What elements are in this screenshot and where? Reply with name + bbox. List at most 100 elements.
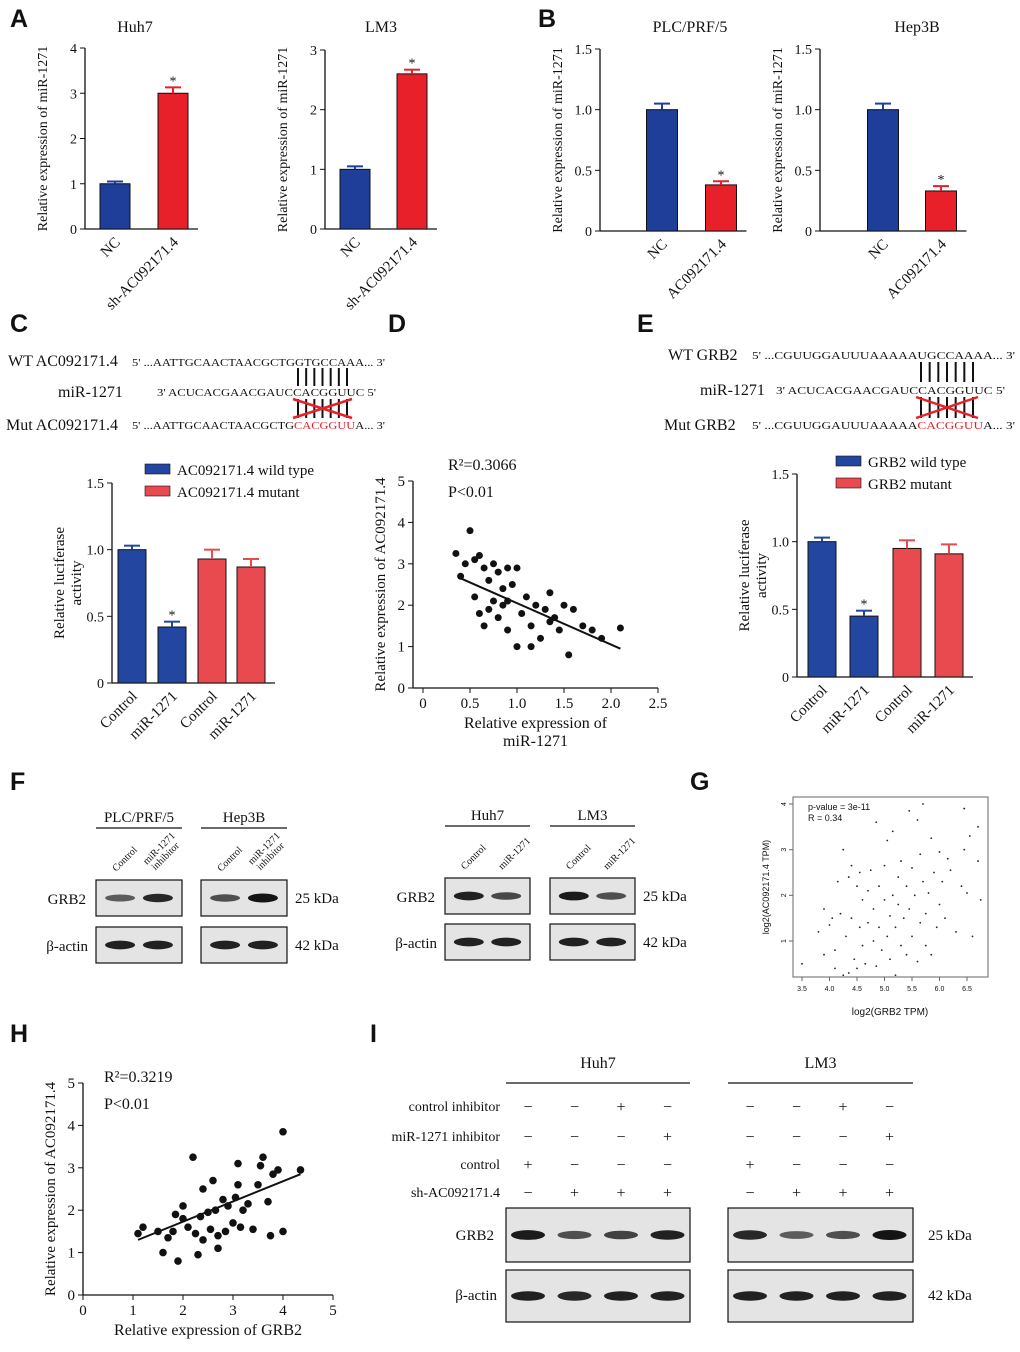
panel-label-d: D xyxy=(388,310,406,338)
data-point xyxy=(979,899,982,901)
data-point xyxy=(955,930,957,933)
y-tick-label: 2 xyxy=(398,598,406,614)
y-tick-label: 1.5 xyxy=(87,477,105,492)
protein-band xyxy=(604,1230,638,1240)
y-tick-label: 0 xyxy=(398,681,406,697)
data-point xyxy=(963,807,966,810)
mut-sequence: 5' ...CGUUGGAUUUAAAAA CACGGUU A... 3' xyxy=(752,420,1015,432)
bar xyxy=(892,547,922,678)
data-point xyxy=(933,871,935,874)
data-point xyxy=(960,885,963,888)
data-point xyxy=(229,1219,237,1227)
cell-line-label: LM3 xyxy=(578,808,608,824)
data-point xyxy=(908,809,911,812)
regression-line xyxy=(460,577,621,650)
wt-sequence: 5' ...CGUUGGAUUUAAAAAUGCCAAAA... 3' xyxy=(752,350,1015,362)
protein-band xyxy=(247,893,278,903)
data-point xyxy=(191,1229,200,1238)
regression-line xyxy=(137,1173,301,1241)
data-point xyxy=(817,930,820,933)
condition-sign: − xyxy=(885,1099,894,1116)
protein-band xyxy=(872,1230,907,1240)
cell-line-label: Huh7 xyxy=(471,808,505,824)
x-tick-label: 1.5 xyxy=(555,696,574,712)
bar xyxy=(339,168,371,230)
y-tick-label: 4 xyxy=(398,515,406,531)
y-tick-label: 3 xyxy=(70,87,77,102)
protein-band xyxy=(596,892,627,900)
y-axis-label: log2(AC092171.4 TPM) xyxy=(761,840,771,934)
data-point xyxy=(872,940,875,942)
x-axis-label: Relative expression of xyxy=(464,715,608,732)
data-point xyxy=(946,857,949,860)
y-tick-label: 0 xyxy=(782,671,789,686)
condition-sign: + xyxy=(885,1185,894,1202)
protein-band xyxy=(779,1231,814,1239)
x-axis-label: Relative expression of GRB2 xyxy=(114,1322,302,1339)
data-point xyxy=(513,564,521,572)
data-point xyxy=(499,601,507,609)
data-point xyxy=(834,949,836,952)
condition-sign: + xyxy=(523,1157,532,1174)
data-point xyxy=(880,949,883,952)
y-tick-label: 0 xyxy=(97,677,104,692)
x-axis-label-line2: miR-1271 xyxy=(503,733,568,750)
x-tick-label: 5.5 xyxy=(907,986,917,993)
data-point xyxy=(924,944,927,947)
y-tick-label: 1 xyxy=(398,640,406,656)
data-point xyxy=(861,944,864,947)
panel-label-b: B xyxy=(538,5,556,33)
condition-label: sh-AC092171.4 xyxy=(411,1186,500,1201)
y-axis-label: Relative expression of AC092171.4 xyxy=(43,1081,59,1296)
protein-band xyxy=(142,940,173,950)
condition-sign: − xyxy=(838,1129,847,1146)
condition-sign: − xyxy=(570,1099,579,1116)
data-point xyxy=(845,935,847,938)
data-point xyxy=(861,899,864,901)
data-point xyxy=(886,935,889,938)
protein-band xyxy=(142,893,173,903)
data-point xyxy=(842,974,845,977)
p-value-annotation: P<0.01 xyxy=(448,484,494,501)
mut-label: Mut GRB2 xyxy=(664,417,736,434)
y-tick-label: 4 xyxy=(781,802,788,806)
data-point xyxy=(847,876,850,878)
condition-sign: − xyxy=(792,1129,801,1146)
y-tick-label: 0.5 xyxy=(772,603,790,618)
bar xyxy=(396,73,428,230)
cell-line-label: Huh7 xyxy=(580,1055,616,1072)
y-tick-label: 0 xyxy=(585,225,592,240)
data-point xyxy=(867,889,869,892)
y-tick-label: 3 xyxy=(398,557,406,573)
data-point xyxy=(858,871,861,874)
data-point xyxy=(919,853,922,856)
data-point xyxy=(872,908,875,910)
data-point xyxy=(894,926,897,929)
y-tick-label: 0 xyxy=(68,1288,76,1304)
wt-label: WT GRB2 xyxy=(668,347,737,364)
x-tick-label: 5.0 xyxy=(880,986,890,993)
data-point xyxy=(916,819,919,821)
protein-band xyxy=(247,940,278,950)
significance-star: * xyxy=(409,57,416,72)
y-tick-label: 2 xyxy=(781,893,788,897)
data-point xyxy=(922,803,924,805)
bar xyxy=(934,553,964,678)
y-tick-label: 3 xyxy=(310,44,317,59)
y-tick-label: 5 xyxy=(68,1076,76,1092)
data-point xyxy=(905,953,908,956)
data-point xyxy=(801,962,803,965)
data-point xyxy=(875,965,878,968)
significance-star: * xyxy=(861,598,868,613)
data-point xyxy=(184,1223,192,1231)
data-point xyxy=(616,624,624,632)
condition-sign: + xyxy=(838,1099,847,1116)
protein-band xyxy=(733,1291,767,1301)
r-squared-annotation: R²=0.3066 xyxy=(448,457,517,474)
data-point xyxy=(908,908,911,910)
data-point xyxy=(864,962,867,965)
y-tick-label: 0 xyxy=(70,223,77,238)
significance-star: * xyxy=(938,173,945,188)
y-axis-label: Relative expression of miR-1271 xyxy=(276,47,291,232)
data-point xyxy=(169,1227,177,1236)
